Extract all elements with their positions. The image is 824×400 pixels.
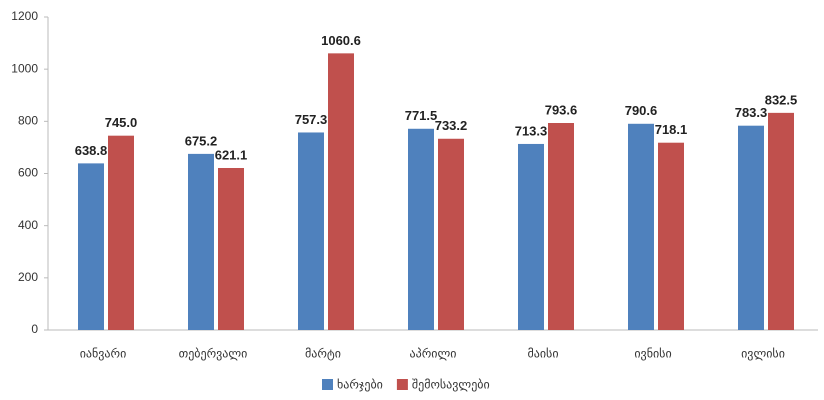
x-tick-label: თებერვალი — [179, 347, 248, 361]
value-label: 621.1 — [215, 147, 248, 162]
legend-label: ხარჯები — [337, 378, 383, 392]
value-label: 771.5 — [405, 108, 438, 123]
bar — [298, 132, 324, 330]
y-tick-label: 0 — [31, 322, 38, 336]
legend-swatch — [396, 379, 408, 390]
x-tick-label: მაისი — [527, 347, 558, 361]
y-tick-label: 600 — [18, 166, 38, 180]
bar — [548, 123, 574, 330]
bar — [408, 128, 434, 330]
bar — [768, 112, 794, 330]
value-label: 745.0 — [105, 115, 138, 130]
bar — [328, 53, 354, 330]
value-label: 757.3 — [295, 112, 328, 127]
y-tick-label: 400 — [18, 218, 38, 232]
value-label: 713.3 — [515, 123, 548, 138]
y-tick-label: 1000 — [11, 61, 38, 75]
x-tick-label: ივნისი — [634, 347, 671, 361]
y-tick-label: 800 — [18, 114, 38, 128]
value-label: 1060.6 — [321, 33, 361, 48]
legend-label: შემოსავლები — [412, 378, 490, 392]
bar — [658, 142, 684, 330]
bar — [218, 167, 244, 330]
x-tick-label: მარტი — [305, 347, 341, 361]
value-label: 783.3 — [735, 105, 768, 120]
value-label: 793.6 — [545, 102, 578, 117]
bar — [438, 138, 464, 330]
bar — [628, 123, 654, 331]
value-label: 718.1 — [655, 122, 688, 137]
y-tick-label: 200 — [18, 270, 38, 284]
bar — [518, 143, 544, 330]
value-label: 733.2 — [435, 118, 468, 133]
x-tick-label: ივლისი — [741, 347, 785, 361]
value-label: 790.6 — [625, 103, 658, 118]
legend-swatch — [322, 379, 333, 390]
bar — [738, 125, 764, 331]
value-label: 675.2 — [185, 133, 218, 148]
bar — [188, 153, 214, 330]
bar — [78, 163, 104, 330]
x-tick-label: იანვარი — [80, 347, 127, 361]
value-label: 638.8 — [75, 143, 108, 158]
value-label: 832.5 — [765, 92, 798, 107]
y-tick-label: 1200 — [11, 9, 38, 23]
x-tick-label: აპრილი — [410, 347, 457, 361]
bar — [108, 135, 134, 330]
